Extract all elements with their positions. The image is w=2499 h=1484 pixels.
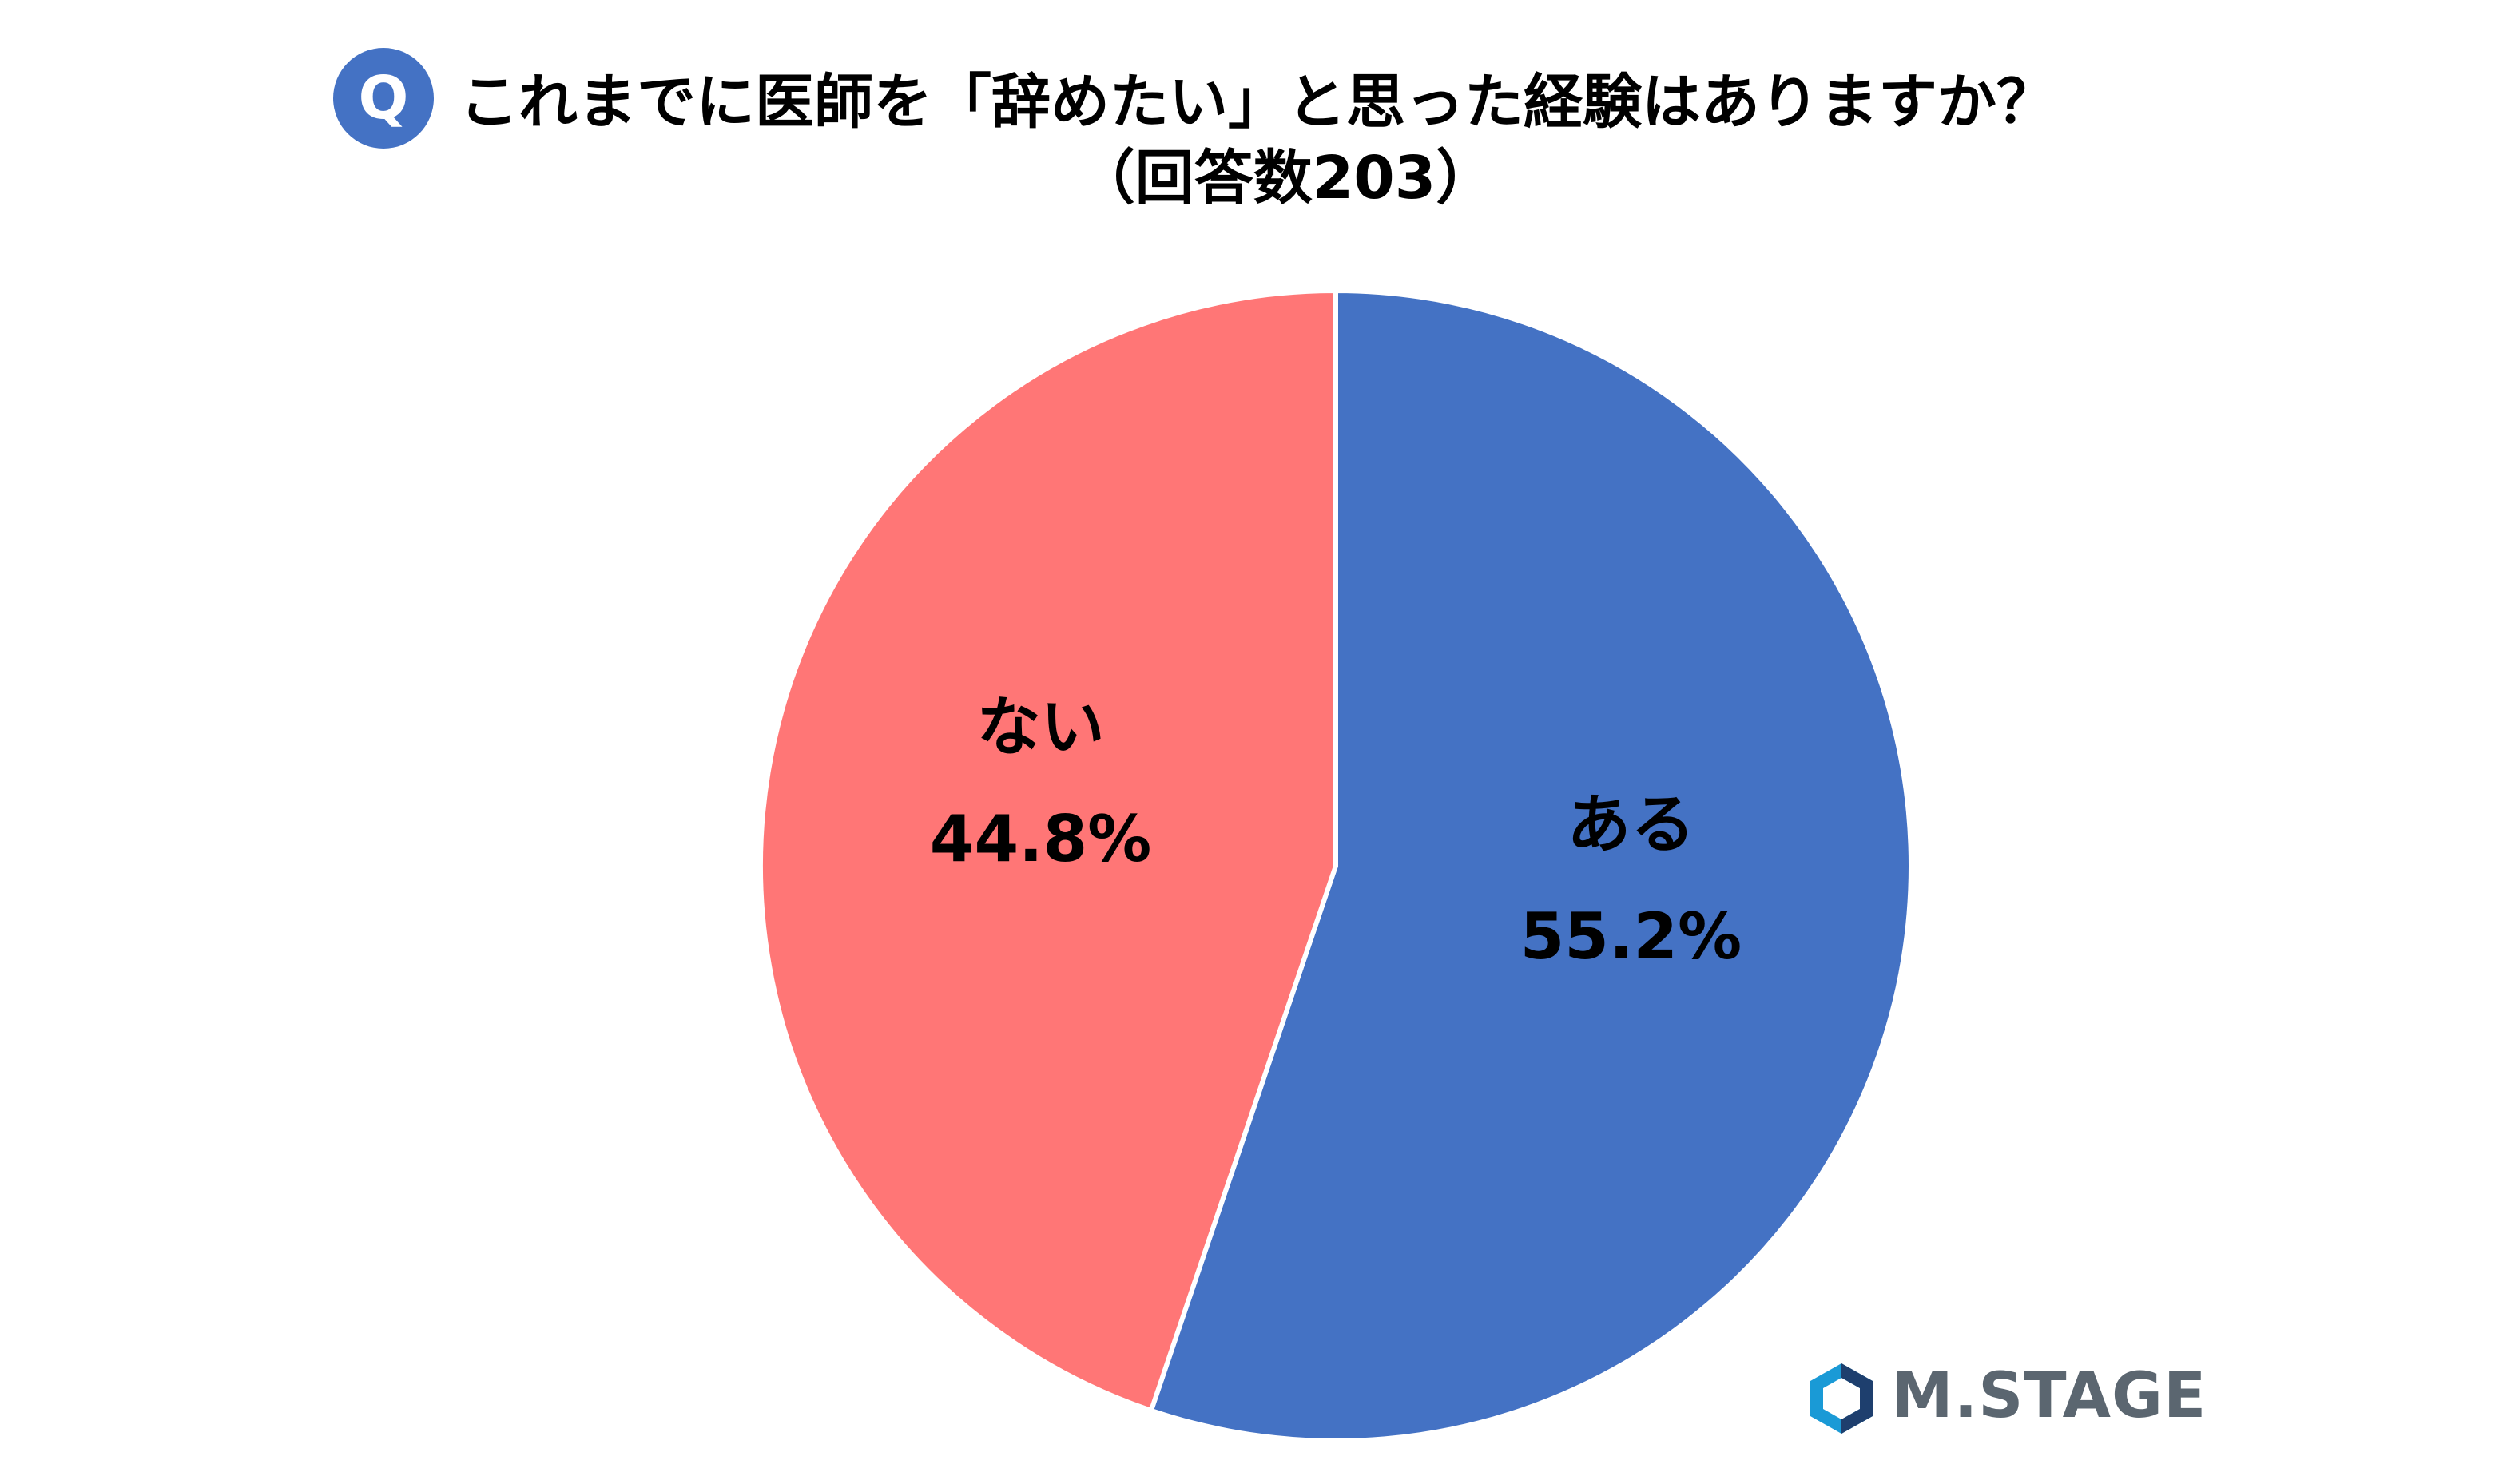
pie-slice-1 <box>758 288 1338 1413</box>
title-question: これまでに医師を「辞めたい」と思った経験はありますか？ <box>459 68 2056 137</box>
chart-title: Q これまでに医師を「辞めたい」と思った経験はありますか？ （回答数203） <box>0 0 2499 240</box>
question-badge: Q <box>333 48 434 149</box>
m-stage-logo-icon <box>1810 1363 1873 1434</box>
slice-category-label: ある <box>1567 788 1694 862</box>
slice-value-label: 55.2% <box>1520 899 1742 974</box>
m-stage-logo-text: M.STAGE <box>1891 1360 2207 1432</box>
title-respondents: （回答数203） <box>1075 144 1496 212</box>
m-stage-logo: M.STAGE <box>1807 1352 2206 1440</box>
pie-slice-0 <box>1148 288 1913 1443</box>
slice-category-label: ない <box>977 690 1105 764</box>
slice-value-label: 44.8% <box>930 802 1152 876</box>
